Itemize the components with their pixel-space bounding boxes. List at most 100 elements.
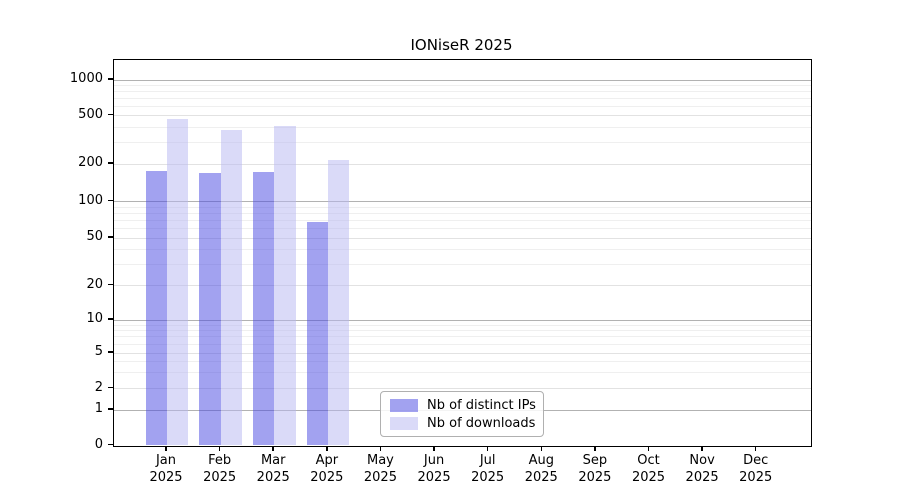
y-tick-mark <box>108 283 113 286</box>
x-tick-label: Apr 2025 <box>287 453 367 486</box>
x-tick-month: Jun <box>423 453 445 468</box>
x-tick-year: 2025 <box>363 469 397 485</box>
plot-area <box>113 59 812 447</box>
gridline-minor <box>114 249 811 251</box>
x-tick-mark <box>754 446 757 451</box>
gridline-minor <box>114 372 811 374</box>
x-tick-mark <box>701 446 703 451</box>
x-tick-mark <box>218 446 221 451</box>
x-tick-mark <box>326 446 328 451</box>
y-tick-mark <box>108 443 113 446</box>
gridline-minor <box>114 126 811 128</box>
legend-item-distinct-ips: Nb of distinct IPs <box>390 397 536 413</box>
x-tick-month: Sep <box>582 453 608 468</box>
bar-distinct-ips <box>252 171 275 446</box>
gridline-minor <box>114 90 811 92</box>
bar-downloads <box>327 160 350 446</box>
gridline-minor <box>114 84 811 86</box>
x-tick-month: Mar <box>260 453 286 468</box>
gridline-minor <box>114 343 811 345</box>
gridline-mid <box>114 163 811 165</box>
y-tick-label: 100 <box>78 192 103 208</box>
gridline-mid <box>114 388 811 389</box>
x-tick-year: 2025 <box>631 469 666 485</box>
x-tick-year: 2025 <box>578 469 612 485</box>
x-tick-mark <box>594 446 596 451</box>
x-tick-year: 2025 <box>256 469 290 485</box>
y-tick-mark <box>108 113 113 116</box>
x-tick-year: 2025 <box>203 469 237 485</box>
y-tick-label: 500 <box>78 106 103 122</box>
x-tick-mark <box>165 446 167 451</box>
gridline-minor <box>114 97 811 99</box>
legend-label-distinct-ips: Nb of distinct IPs <box>427 397 536 413</box>
x-tick-label: Jun 2025 <box>394 453 474 486</box>
gridline-minor <box>114 142 811 144</box>
x-tick-month: Jul <box>479 453 496 468</box>
y-tick-label: 2 <box>94 379 103 395</box>
y-tick-mark <box>108 199 113 202</box>
gridline-minor <box>114 227 811 229</box>
y-tick-label: 10 <box>86 311 103 326</box>
gridline-minor <box>114 219 811 221</box>
gridline-minor <box>114 105 811 107</box>
gridline-minor <box>114 361 811 363</box>
x-tick-month: Nov <box>689 453 715 468</box>
x-tick-mark <box>540 446 543 451</box>
x-tick-month: Feb <box>208 453 232 468</box>
x-tick-month: Dec <box>743 453 769 468</box>
legend: Nb of distinct IPs Nb of downloads <box>380 391 544 437</box>
x-tick-label: Sep 2025 <box>555 453 635 486</box>
gridline-minor <box>114 263 811 265</box>
x-tick-year: 2025 <box>471 469 505 485</box>
x-tick-month: Oct <box>637 453 660 468</box>
x-tick-label: Jul 2025 <box>448 453 528 486</box>
x-tick-month: Aug <box>528 453 554 468</box>
gridline-mid <box>114 115 811 116</box>
x-tick-label: Oct 2025 <box>608 453 688 486</box>
x-tick-mark <box>486 446 489 451</box>
y-tick-label: 200 <box>78 155 103 170</box>
bar-distinct-ips <box>306 221 328 446</box>
bar-downloads <box>274 125 296 446</box>
x-tick-year: 2025 <box>149 469 183 485</box>
bar-downloads <box>167 119 189 446</box>
y-tick-label: 20 <box>86 276 103 292</box>
gridline-mid <box>114 352 811 354</box>
x-tick-year: 2025 <box>739 469 773 485</box>
y-tick-label: 50 <box>86 229 103 244</box>
x-tick-mark <box>433 446 435 451</box>
y-tick-label: 5 <box>94 344 103 359</box>
y-tick-mark <box>108 351 113 353</box>
bar-distinct-ips <box>199 172 221 446</box>
gridline-major <box>114 201 811 202</box>
y-tick-mark <box>108 386 113 389</box>
x-tick-label: Aug 2025 <box>501 453 581 486</box>
legend-label-downloads: Nb of downloads <box>427 415 536 431</box>
gridline-minor <box>114 324 811 326</box>
x-tick-year: 2025 <box>685 469 719 485</box>
y-tick-mark <box>108 162 113 164</box>
x-tick-mark <box>647 446 650 451</box>
gridline-minor <box>114 330 811 332</box>
y-tick-mark <box>108 78 113 80</box>
x-tick-year: 2025 <box>310 469 344 485</box>
y-tick-label: 1 <box>94 401 103 416</box>
gridline-major <box>114 319 811 321</box>
x-tick-year: 2025 <box>524 469 558 485</box>
legend-item-downloads: Nb of downloads <box>390 416 535 431</box>
x-tick-label: Jan 2025 <box>126 453 206 486</box>
y-tick-mark <box>108 408 113 410</box>
legend-swatch-distinct-ips-icon <box>390 398 418 412</box>
y-tick-label: 1000 <box>69 71 103 86</box>
x-tick-month: Jan <box>155 453 177 468</box>
gridline-minor <box>114 212 811 214</box>
x-tick-year: 2025 <box>417 469 451 485</box>
bar-downloads <box>220 130 242 446</box>
x-tick-label: Feb 2025 <box>180 453 260 486</box>
x-tick-mark <box>379 446 382 451</box>
x-tick-label: May 2025 <box>340 453 420 486</box>
x-tick-label: Mar 2025 <box>233 453 313 486</box>
legend-swatch-downloads-icon <box>390 416 418 430</box>
